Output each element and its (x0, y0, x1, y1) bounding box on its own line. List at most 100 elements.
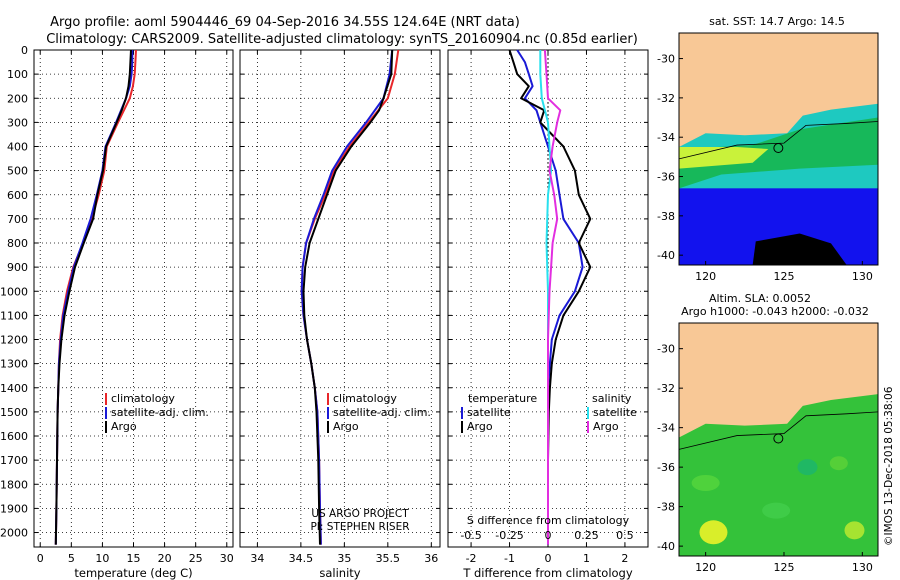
temperature-panel: 0100200300400500600700800900100011001200… (0, 44, 234, 580)
sla-frame (678, 322, 879, 557)
sla-blob (699, 520, 728, 545)
sst-map-title: sat. SST: 14.7 Argo: 14.5 (709, 15, 845, 28)
map-y-tick-label: -34 (657, 131, 675, 144)
sst-nodata-patch (752, 233, 847, 265)
sst-warm-patch (679, 147, 769, 169)
sla-float-marker (773, 433, 784, 444)
sla-blob (797, 459, 818, 476)
map-y-tick-label: -40 (657, 249, 675, 262)
diff-legend-salinity-title: salinity (592, 392, 632, 405)
diff-s-axis-label: S difference from climatology (467, 514, 630, 527)
y-tick-label: 1300 (0, 358, 28, 371)
difference-panel: -2 -1 0 1 2T difference from climatology temp… (447, 49, 649, 580)
sla-blob (829, 456, 848, 471)
map-y-tick-label: -30 (657, 53, 675, 66)
y-tick-label: 100 (7, 68, 28, 81)
y-tick-label: 600 (7, 189, 28, 202)
x-tick-label: 36 (424, 552, 438, 565)
y-tick-label: 1800 (0, 478, 28, 491)
y-tick-label: 1100 (0, 309, 28, 322)
sla-map-title1: Altim. SLA: 0.0052 (709, 292, 811, 305)
temp-legend-satellite-label: satellite-adj. clim. (111, 406, 209, 419)
diff-s-argo-line (543, 49, 562, 545)
x-tick-label: 35.5 (376, 552, 401, 565)
y-tick-label: 900 (7, 261, 28, 274)
x-tick-label: 35 (337, 552, 351, 565)
x-tick-label: 5 (68, 552, 75, 565)
y-tick-label: 1000 (0, 285, 28, 298)
x-tick-label: 34 (250, 552, 264, 565)
salinity-panel: 34 34.5 35 35.5 36 salinity climatologysatelli… (239, 49, 441, 580)
y-tick-label: 500 (7, 165, 28, 178)
x-tick-label: 10 (95, 552, 109, 565)
x-tick-label: 1 (583, 552, 590, 565)
sst-map: -30 -32 -34 -36 -38 -40 120 125 130 (657, 32, 879, 283)
y-tick-label: 200 (7, 92, 28, 105)
y-tick-label: 1400 (0, 382, 28, 395)
sal-legend-climatology-label: climatology (333, 392, 397, 405)
diff-legend-t-satellite-label: satellite (467, 406, 511, 419)
y-tick-label: 1600 (0, 430, 28, 443)
diff-legend-s-argo-label: Argo (593, 420, 619, 433)
diff-s-tick-label: -0.5 (460, 529, 481, 542)
y-tick-label: 1700 (0, 454, 28, 467)
diff-legend-t-argo-label: Argo (467, 420, 493, 433)
sst-frame (678, 32, 879, 266)
sst-contour (678, 121, 879, 160)
x-tick-label: -2 (466, 552, 477, 565)
figure-title-line1: Argo profile: aoml 5904446_69 04-Sep-201… (50, 15, 520, 30)
map-y-tick-label: -36 (657, 171, 675, 184)
y-tick-label: 0 (21, 44, 28, 57)
imos-watermark: ©IMOS 13-Dec-2018 05:38:06 (883, 386, 895, 546)
map-y-tick-label: -32 (657, 382, 675, 395)
y-tick-label: 2000 (0, 527, 28, 540)
temp-legend-argo-label: Argo (111, 420, 137, 433)
map-x-tick-label: 120 (695, 561, 716, 574)
map-y-tick-label: -30 (657, 343, 675, 356)
map-y-tick-label: -38 (657, 501, 675, 514)
diff-t-argo-line (508, 49, 592, 545)
sal-line-2 (302, 49, 394, 545)
sla-map-title2: Argo h1000: -0.043 h2000: -0.032 (681, 305, 869, 318)
sla-blob (844, 521, 865, 540)
x-tick-label: 2 (621, 552, 628, 565)
y-tick-label: 1500 (0, 406, 28, 419)
x-tick-label: 25 (189, 552, 203, 565)
sst-land (679, 33, 878, 148)
map-y-tick-label: -36 (657, 461, 675, 474)
y-tick-label: 1200 (0, 334, 28, 347)
diff-s-tick-label: -0.25 (495, 529, 523, 542)
map-x-tick-label: 130 (852, 270, 873, 283)
x-tick-label: 0 (37, 552, 44, 565)
figure-title-line2: Climatology: CARS2009. Satellite-adjuste… (46, 32, 638, 47)
sla-map: -30 -32 -34 -36 -38 -40 120 125 130 (657, 322, 879, 574)
diff-s-tick-label: 0.5 (616, 529, 634, 542)
temp-legend-climatology-label: climatology (111, 392, 175, 405)
x-tick-label: 15 (127, 552, 141, 565)
y-tick-label: 700 (7, 213, 28, 226)
map-x-tick-label: 130 (852, 561, 873, 574)
x-tick-label: 34.5 (289, 552, 314, 565)
diff-s-tick-label: 0.25 (574, 529, 599, 542)
y-tick-label: 300 (7, 116, 28, 129)
sla-blob (762, 502, 791, 519)
sla-blob (691, 474, 720, 491)
diff-s-tick-label: 0 (545, 529, 552, 542)
salinity-xlabel: salinity (319, 566, 360, 580)
map-y-tick-label: -40 (657, 540, 675, 553)
diff-legend-temperature-title: temperature (468, 392, 537, 405)
map-x-tick-label: 125 (773, 561, 794, 574)
map-x-tick-label: 120 (695, 270, 716, 283)
sal-annotation-project: US ARGO PROJECT (311, 508, 409, 520)
sla-contour (678, 411, 879, 450)
x-tick-label: 0 (545, 552, 552, 565)
salinity-frame (239, 49, 441, 548)
x-tick-label: -1 (504, 552, 515, 565)
sla-land (679, 323, 878, 438)
x-tick-label: 30 (220, 552, 234, 565)
sal-legend-satellite-label: satellite-adj. clim. (333, 406, 431, 419)
sal-legend-argo-label: Argo (333, 420, 359, 433)
map-y-tick-label: -38 (657, 210, 675, 223)
sal-annotation-pi: PI: STEPHEN RISER (310, 521, 409, 533)
